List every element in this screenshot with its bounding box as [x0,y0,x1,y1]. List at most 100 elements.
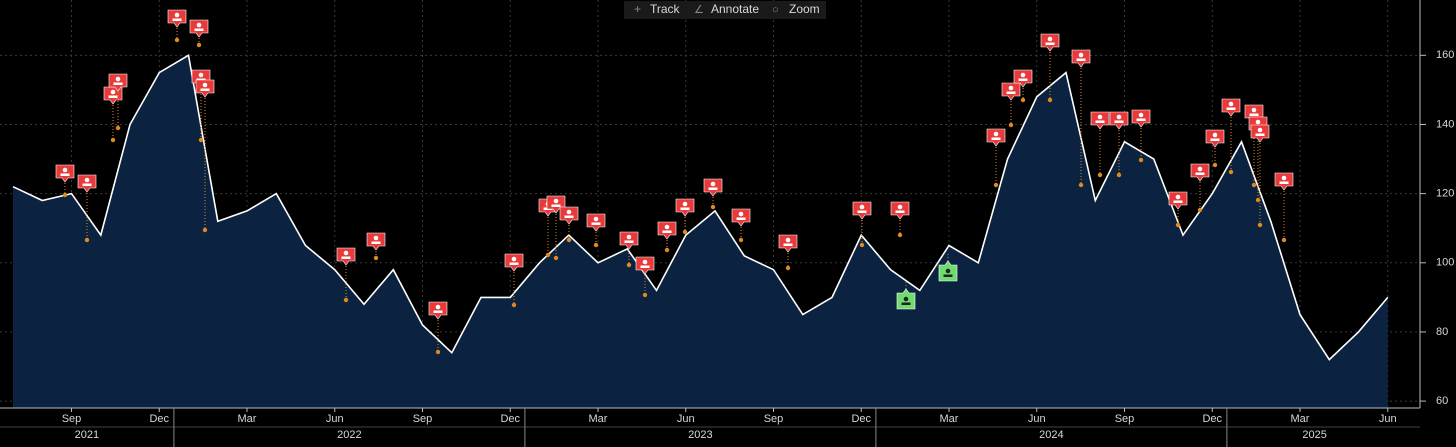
flag-dot [593,242,599,248]
flag-icon [1195,172,1205,175]
event-flag [504,253,524,308]
flag-dot [174,37,180,43]
event-flag [108,73,128,131]
flag-icon [551,204,561,207]
flag-icon [945,268,951,274]
flag-icon [1251,107,1257,113]
flag-icon [564,215,574,218]
flag-icon [553,198,559,204]
track-icon: + [634,2,641,16]
event-flag [635,256,655,298]
flag-dot [682,229,688,235]
flag-dot [626,262,632,268]
flag-dot [1255,197,1261,203]
flag-icon [897,204,903,210]
track-button[interactable]: Track [650,2,681,16]
flag-dot [1078,182,1084,188]
flag-icon [84,177,90,183]
flag-icon [60,173,70,176]
annotate-icon: ∠ [694,4,704,16]
flag-icon [857,210,867,213]
y-tick-label: 120 [1436,188,1454,200]
year-label: 2023 [688,429,712,441]
flag-icon [1045,42,1055,45]
x-tick-label: Jun [1379,413,1397,425]
flag-icon [738,211,744,217]
flag-dot [545,252,551,258]
flag-icon [511,256,517,262]
flag-icon [680,207,690,210]
event-flag [1250,124,1270,228]
flag-icon [194,28,204,31]
flag-icon [110,89,116,95]
event-flag [1013,69,1033,103]
flag-dot [1197,207,1203,213]
flag-dot [1212,162,1218,168]
flag-icon [1255,133,1265,136]
flag-icon [1018,78,1028,81]
flag-icon [901,302,911,305]
event-flag [1190,163,1210,213]
flag-icon [1076,58,1086,61]
flag-icon [1047,36,1053,42]
flag-icon [682,201,688,207]
event-flag [189,19,209,48]
flag-icon [433,310,443,313]
flag-icon [943,274,953,277]
flag-icon [198,72,204,78]
flag-icon [1008,85,1014,91]
event-flag [1205,129,1225,168]
year-label: 2021 [75,429,99,441]
flag-icon [1138,112,1144,118]
event-flag [195,79,215,233]
event-flag [1040,33,1060,103]
flag-icon [1279,181,1289,184]
x-tick-label: Mar [238,413,257,425]
x-tick-label: Sep [62,413,82,425]
event-flag [731,208,751,243]
flag-icon [566,209,572,215]
x-tick-label: Jun [326,413,344,425]
flag-dot [664,247,670,253]
y-tick-label: 160 [1436,49,1454,61]
flag-icon [371,241,381,244]
event-flag [619,231,639,268]
flag-icon [710,181,716,187]
flag-icon [642,259,648,265]
event-flag [1274,172,1294,243]
year-label: 2022 [337,429,361,441]
y-tick-label: 140 [1436,118,1454,130]
flag-dot [202,227,208,233]
flag-icon [626,234,632,240]
flag-icon [1197,166,1203,172]
x-tick-label: Dec [149,413,169,425]
event-flag-green [896,280,916,310]
flag-dot [1097,172,1103,178]
flag-icon [196,22,202,28]
flag-icon [1257,127,1263,133]
flag-dot [1175,222,1181,228]
event-flag [657,221,677,253]
flag-icon [341,256,351,259]
flag-dot [1138,157,1144,163]
flag-dot [553,255,559,261]
flag-dot [343,297,349,303]
flag-icon [373,235,379,241]
flag-icon [736,217,746,220]
event-flag [778,234,798,271]
x-tick-label: Jun [1028,413,1046,425]
zoom-button[interactable]: Zoom [789,2,820,16]
flag-dot [738,237,744,243]
flag-dot [859,242,865,248]
event-flag [559,206,579,243]
annotate-button[interactable]: Annotate [711,2,759,16]
flag-icon [1114,120,1124,123]
flag-icon [113,82,123,85]
flag-dot [84,237,90,243]
event-flag [986,128,1006,188]
flag-icon [1249,113,1259,116]
flag-icon [785,237,791,243]
x-tick-label: Jun [677,413,695,425]
